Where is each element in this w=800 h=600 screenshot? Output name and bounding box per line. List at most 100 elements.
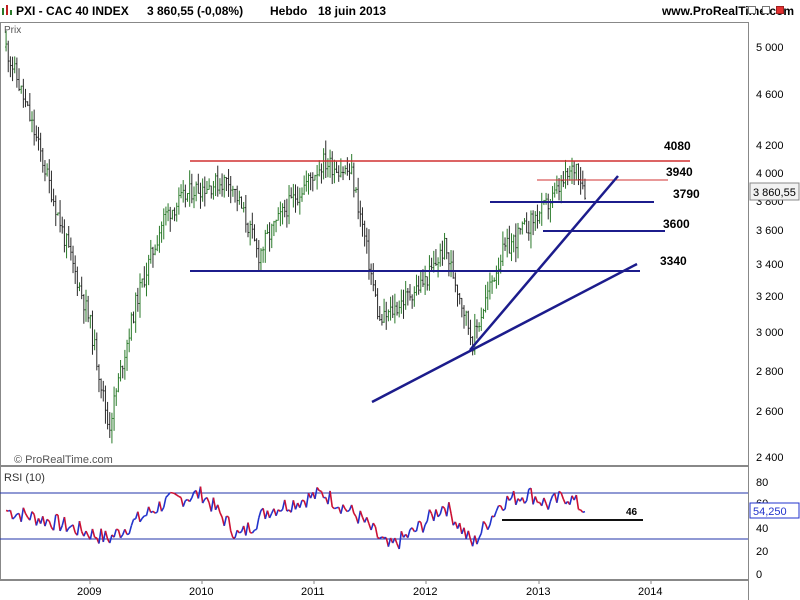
price-bar bbox=[374, 280, 377, 297]
price-bar bbox=[257, 240, 260, 272]
price-bar bbox=[22, 78, 25, 108]
rsi-segment bbox=[44, 519, 48, 527]
price-bar bbox=[426, 276, 429, 291]
rsi-segment bbox=[33, 514, 38, 526]
price-bar bbox=[18, 68, 21, 92]
price-bar bbox=[411, 294, 414, 309]
rsi-segment bbox=[254, 528, 257, 531]
price-bar bbox=[158, 225, 161, 253]
price-bar bbox=[400, 289, 403, 314]
price-bar bbox=[136, 287, 139, 312]
rsi-segment bbox=[512, 490, 517, 505]
price-bar bbox=[335, 161, 338, 174]
price-bar bbox=[389, 296, 392, 321]
rsi-segment bbox=[277, 509, 281, 513]
price-bar bbox=[249, 220, 252, 246]
price-bar bbox=[208, 178, 211, 190]
price-bar bbox=[519, 227, 522, 235]
price-bar bbox=[402, 289, 405, 319]
price-bar bbox=[443, 232, 446, 260]
price-tick: 2 400 bbox=[756, 452, 784, 464]
rsi-segment bbox=[435, 509, 439, 517]
price-bar bbox=[352, 162, 355, 198]
price-bar bbox=[555, 175, 558, 194]
price-bar bbox=[80, 276, 83, 300]
rsi-segment bbox=[448, 502, 452, 514]
price-bar bbox=[458, 292, 461, 305]
price-bar bbox=[9, 56, 12, 78]
price-bar bbox=[218, 178, 221, 195]
rsi-segment bbox=[162, 497, 167, 508]
price-bar bbox=[579, 167, 582, 195]
rsi-segment bbox=[182, 500, 187, 507]
price-bar bbox=[558, 178, 561, 201]
rsi-segment bbox=[229, 530, 234, 538]
price-bar bbox=[292, 183, 295, 208]
price-bar bbox=[210, 185, 213, 199]
rsi-segment bbox=[152, 510, 156, 514]
price-bar bbox=[59, 200, 62, 233]
price-bar bbox=[102, 380, 105, 402]
rsi-segment bbox=[59, 525, 63, 532]
annotation-4080: 4080 bbox=[664, 139, 691, 153]
rsi-segment bbox=[52, 514, 57, 531]
rsi-segment bbox=[292, 500, 297, 510]
price-bar bbox=[385, 301, 388, 330]
trendline-short bbox=[469, 175, 619, 351]
price-bar bbox=[240, 196, 243, 209]
price-bar bbox=[104, 385, 107, 424]
maximize-icon[interactable] bbox=[762, 6, 770, 14]
price-bar bbox=[173, 207, 176, 222]
rsi-segment bbox=[342, 504, 346, 510]
rsi-segment bbox=[489, 515, 493, 526]
price-bar bbox=[160, 221, 163, 243]
price-bar bbox=[123, 349, 126, 380]
price-bar bbox=[434, 249, 437, 266]
price-bar bbox=[151, 246, 154, 268]
rsi-segment bbox=[141, 515, 145, 519]
price-bar bbox=[205, 180, 208, 194]
price-bar bbox=[67, 225, 70, 248]
rsi-segment bbox=[400, 531, 405, 538]
rsi-segment bbox=[415, 521, 420, 532]
price-bar bbox=[50, 170, 53, 203]
price-bar bbox=[333, 159, 336, 184]
rsi-segment bbox=[482, 520, 487, 525]
rsi-segment bbox=[227, 516, 232, 531]
price-bar bbox=[100, 378, 103, 399]
price-bar bbox=[484, 284, 487, 313]
price-bar bbox=[262, 246, 265, 263]
rsi-segment bbox=[76, 520, 81, 536]
price-bar bbox=[512, 234, 515, 253]
price-tick: 3 600 bbox=[756, 225, 784, 237]
price-tick: 2 800 bbox=[756, 366, 784, 378]
rsi-segment bbox=[556, 491, 560, 503]
rsi-segment bbox=[126, 533, 130, 536]
price-bar bbox=[342, 166, 345, 181]
rsi-segment bbox=[495, 505, 500, 512]
price-bar bbox=[491, 275, 494, 294]
price-bar bbox=[288, 185, 291, 225]
site-link[interactable]: www.ProRealTime.com bbox=[661, 4, 794, 18]
rsi-tick: 80 bbox=[756, 477, 768, 489]
minimize-icon[interactable] bbox=[748, 6, 756, 14]
rsi-segment bbox=[480, 521, 485, 534]
close-icon[interactable] bbox=[776, 6, 784, 14]
rsi-segment bbox=[407, 529, 411, 538]
rsi-segment bbox=[119, 534, 124, 539]
price-bar bbox=[126, 339, 129, 371]
rsi-segment bbox=[139, 517, 143, 523]
price-bar bbox=[337, 165, 340, 182]
price-bar bbox=[294, 184, 297, 213]
price-bar bbox=[475, 319, 478, 339]
price-bar bbox=[305, 170, 308, 192]
rsi-segment bbox=[370, 522, 375, 531]
price-bar bbox=[428, 255, 431, 291]
rsi-segment bbox=[437, 513, 441, 518]
price-bar bbox=[37, 126, 40, 151]
price-bar bbox=[538, 211, 541, 224]
price-bar bbox=[72, 245, 75, 274]
price-bar bbox=[251, 212, 254, 239]
price-bar bbox=[447, 252, 450, 277]
